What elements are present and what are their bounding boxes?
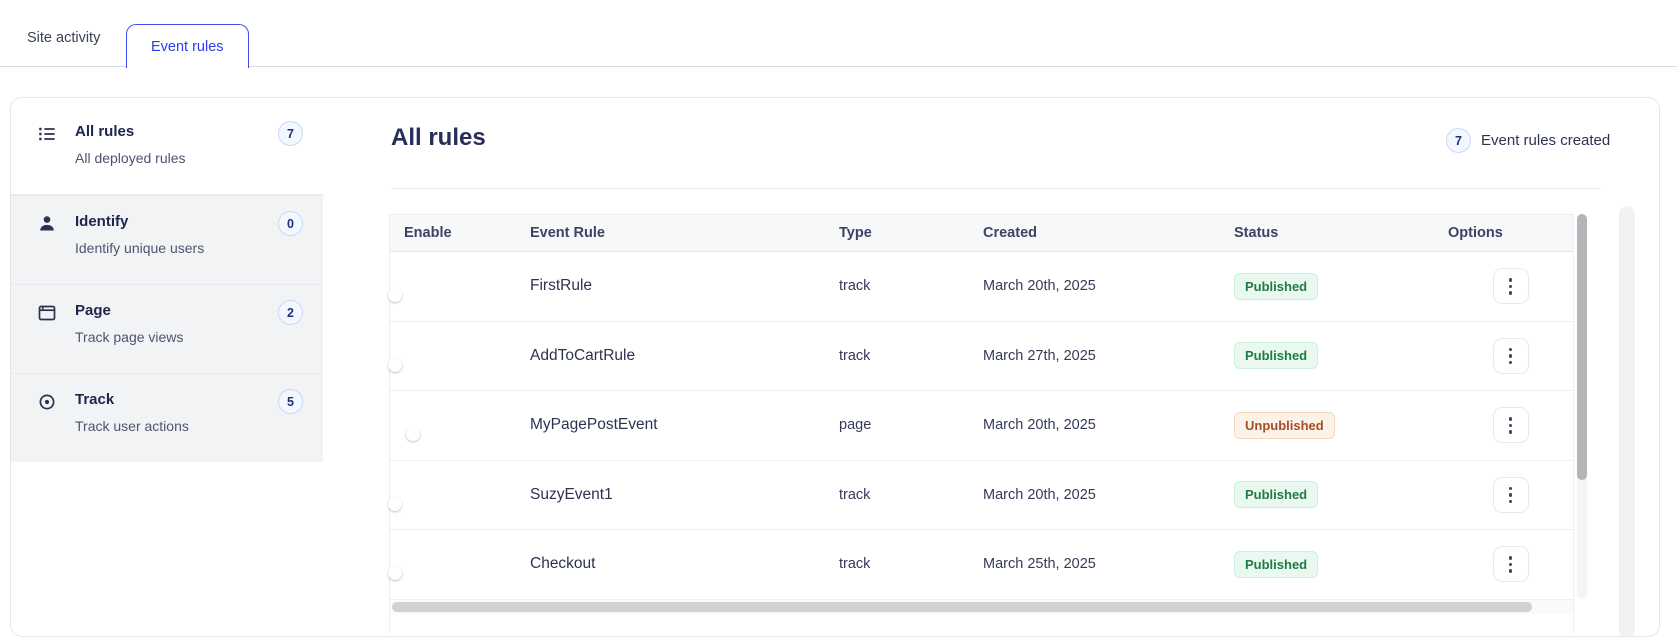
toggle-knob [388,357,402,372]
rules-created-count-badge: 7 [1446,128,1471,153]
table-header-row: Enable Event Rule Type Created Status Op… [390,215,1573,252]
event-rule-created-date: March 25th, 2025 [983,556,1096,573]
toggle-knob [388,566,402,581]
table-row: FirstRule track March 20th, 2025 Publish… [388,252,1573,322]
sidebar-item-count-badge: 7 [278,121,303,146]
options-kebab-button[interactable] [1492,476,1529,513]
tabbar-divider [0,66,1677,67]
horizontal-scrollbar-thumb[interactable] [392,602,1532,612]
event-rule-name: SuzyEvent1 [530,485,613,503]
status-badge: Published [1234,481,1319,509]
options-kebab-button[interactable] [1492,268,1529,305]
toggle-knob [406,427,420,442]
user-icon [37,214,57,234]
rules-created-label: Event rules created [1481,132,1611,149]
sidebar-item-title: Page [75,302,111,319]
header-divider [391,188,1601,189]
event-rule-type: track [839,278,871,295]
sidebar-item-identify[interactable]: Identify Identify unique users 0 [11,195,323,284]
sidebar-item-subtitle: All deployed rules [75,150,186,166]
status-badge: Published [1234,272,1319,300]
table-horizontal-scrollbar[interactable] [390,600,1573,614]
toggle-knob [388,496,402,511]
column-header-enable: Enable [404,225,452,241]
tab-bar: Site activity Event rules [0,0,1677,68]
table-row: SuzyEvent1 track March 20th, 2025 Publis… [388,460,1573,530]
status-badge: Unpublished [1234,411,1335,439]
sidebar-item-count-badge: 5 [278,389,303,414]
table-row: MyPagePostEvent page March 20th, 2025 Un… [390,391,1573,461]
event-rules-table: Enable Event Rule Type Created Status Op… [388,214,1574,634]
options-kebab-button[interactable] [1492,337,1529,374]
status-badge: Published [1234,550,1319,578]
event-rule-type: page [839,417,872,434]
sidebar-item-subtitle: Identify unique users [75,240,205,256]
vertical-scrollbar-thumb[interactable] [1577,214,1587,480]
table-row: Checkout track March 25th, 2025 Publishe… [388,530,1573,600]
table-vertical-scrollbar[interactable] [1577,214,1587,599]
event-rule-created-date: March 20th, 2025 [983,278,1096,295]
event-rule-type: track [839,486,871,503]
tab-site-activity[interactable]: Site activity [27,30,101,46]
event-rule-name: MyPagePostEvent [530,416,658,434]
column-header-created: Created [983,225,1037,241]
column-header-status: Status [1234,225,1279,241]
sidebar-item-subtitle: Track user actions [75,418,189,434]
rules-created-summary: 7 Event rules created [1446,128,1610,153]
rule-category-sidebar: All rules All deployed rules 7 Identify … [11,98,323,462]
list-icon [37,124,57,144]
sidebar-item-track[interactable]: Track Track user actions 5 [11,373,323,462]
event-rule-name: AddToCartRule [530,346,636,364]
column-header-event-rule: Event Rule [530,225,605,241]
column-header-type: Type [839,225,872,241]
event-rule-type: track [839,556,871,573]
sidebar-item-all-rules[interactable]: All rules All deployed rules 7 [11,106,323,195]
sidebar-item-subtitle: Track page views [75,329,184,345]
tab-event-rules[interactable]: Event rules [126,24,249,68]
event-rule-type: track [839,347,871,364]
panel-scrollbar-track[interactable] [1619,206,1635,636]
options-kebab-button[interactable] [1492,407,1529,444]
event-rule-created-date: March 27th, 2025 [983,347,1096,364]
event-rule-created-date: March 20th, 2025 [983,486,1096,503]
sidebar-item-count-badge: 2 [278,300,303,325]
event-rule-name: Checkout [530,555,596,573]
event-rule-name: FirstRule [530,277,593,295]
table-row: AddToCartRule track March 27th, 2025 Pub… [388,321,1573,391]
sidebar-item-title: Identify [75,213,129,230]
sidebar-item-page[interactable]: Page Track page views 2 [11,284,323,373]
options-kebab-button[interactable] [1492,546,1529,583]
tab-event-rules-label: Event rules [151,38,224,55]
browser-icon [37,303,57,323]
event-rule-created-date: March 20th, 2025 [983,417,1096,434]
event-rules-card: All rules All deployed rules 7 Identify … [10,97,1660,637]
toggle-knob [388,288,402,303]
status-badge: Published [1234,342,1319,370]
sidebar-item-title: Track [75,391,115,408]
sidebar-item-title: All rules [75,123,135,140]
column-header-options: Options [1448,225,1503,241]
table-body: FirstRule track March 20th, 2025 Publish… [388,252,1573,600]
page-title: All rules [391,124,486,151]
target-icon [37,392,57,412]
sidebar-item-count-badge: 0 [278,211,303,236]
